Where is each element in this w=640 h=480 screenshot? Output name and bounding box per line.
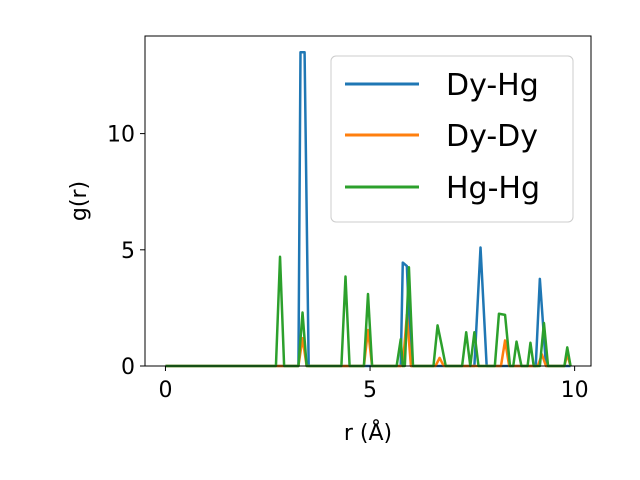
legend: Dy-Hg Dy-Dy Hg-Hg bbox=[330, 55, 574, 223]
legend-box bbox=[330, 55, 574, 223]
y-tick-label: 5 bbox=[121, 239, 135, 264]
y-tick-label: 10 bbox=[107, 123, 135, 148]
x-tick-label: 0 bbox=[158, 378, 172, 403]
x-ticks: 0 5 10 bbox=[158, 366, 589, 403]
y-tick-label: 0 bbox=[121, 355, 135, 380]
plot-frame bbox=[144, 35, 592, 367]
legend-label-dy-hg: Dy-Hg bbox=[446, 68, 539, 103]
legend-label-hg-hg: Hg-Hg bbox=[446, 171, 540, 206]
series-line-dy-hg bbox=[165, 51, 571, 368]
series-line-hg-hg bbox=[165, 255, 572, 368]
x-tick-label: 5 bbox=[363, 378, 377, 403]
x-axis-label: r (Å) bbox=[344, 419, 392, 446]
legend-label-dy-dy: Dy-Dy bbox=[446, 119, 538, 154]
x-tick-label: 10 bbox=[561, 378, 589, 403]
y-ticks: 0 5 10 bbox=[107, 123, 145, 380]
y-axis-label: g(r) bbox=[67, 181, 92, 221]
